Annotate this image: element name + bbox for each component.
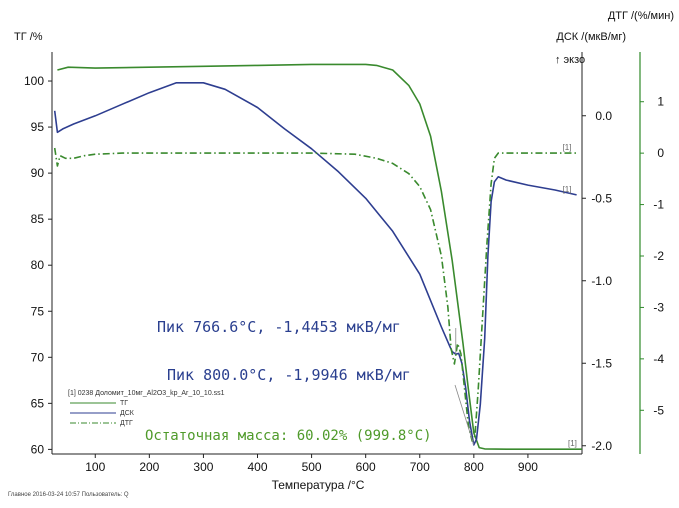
legend-label-tg: ТГ xyxy=(120,400,128,407)
right1-tick-label-0: 0.0 xyxy=(595,109,612,123)
right1-tick-label-2: -1.0 xyxy=(591,274,612,288)
series-layer: [1] [1] [1] xyxy=(53,63,582,450)
legend-label-dsc: ДСК xyxy=(120,410,135,417)
x-tick-label-500: 500 xyxy=(302,460,322,474)
left-tick-label-80: 80 xyxy=(31,258,45,272)
right2-tick-label-6: -5 xyxy=(653,403,664,417)
right2-tick-label-4: -3 xyxy=(653,300,664,314)
exo-label: ↑ экзо xyxy=(555,54,585,66)
annotation-leader-2 xyxy=(454,384,475,445)
series-end-mark-1: [1] xyxy=(563,185,572,194)
annotation-peak-2: Пик 800.0°C, -1,9946 мкВ/мг xyxy=(167,366,411,384)
right-axis-1-title: ДСК /(мкВ/мг) xyxy=(556,31,626,43)
series-line-2 xyxy=(53,147,577,442)
right1-tick-label-3: -1.5 xyxy=(591,356,612,370)
x-tick-label-900: 900 xyxy=(518,460,538,474)
left-tick-label-70: 70 xyxy=(31,350,45,364)
x-tick-label-400: 400 xyxy=(247,460,267,474)
right2-tick-label-0: 1 xyxy=(657,95,664,109)
left-axis-title: ТГ /% xyxy=(14,31,43,43)
right1-tick-label-1: -0.5 xyxy=(591,191,612,205)
right2-tick-label-2: -1 xyxy=(653,198,664,212)
x-axis-title: Температура /°С xyxy=(272,478,365,492)
left-tick-label-95: 95 xyxy=(31,120,45,134)
left-tick-label-100: 100 xyxy=(24,74,44,88)
legend: [1] 0238 Доломит_10мг_Al2O3_kp_Ar_10_10.… xyxy=(68,390,225,427)
x-tick-label-700: 700 xyxy=(410,460,430,474)
series-line-0 xyxy=(57,63,582,450)
x-tick-label-100: 100 xyxy=(85,460,105,474)
footer-text: Главное 2016-03-24 10:57 Пользователь: Q xyxy=(8,492,129,498)
left-tick-label-75: 75 xyxy=(31,304,45,318)
annotation-peak-1: Пик 766.6°C, -1,4453 мкВ/мг xyxy=(157,318,401,336)
annotations: Пик 766.6°C, -1,4453 мкВ/мг Пик 800.0°C, … xyxy=(145,318,475,445)
x-tick-label-200: 200 xyxy=(139,460,159,474)
axes xyxy=(48,52,644,458)
series-line-1 xyxy=(53,82,577,446)
right2-tick-label-1: 0 xyxy=(657,146,664,160)
right2-tick-label-3: -2 xyxy=(653,249,664,263)
legend-label-dtg: ДТГ xyxy=(120,420,133,427)
right1-tick-label-4: -2.0 xyxy=(591,439,612,453)
tick-labels: 100 200 300 400 500 600 700 800 9006065707580859… xyxy=(24,74,664,474)
x-tick-label-600: 600 xyxy=(356,460,376,474)
right-axis-2-title: ДТГ /(%/мин) xyxy=(608,10,674,22)
x-tick-label-800: 800 xyxy=(464,460,484,474)
right2-tick-label-5: -4 xyxy=(653,352,664,366)
left-tick-label-60: 60 xyxy=(31,442,45,456)
left-tick-label-90: 90 xyxy=(31,166,45,180)
left-tick-label-65: 65 xyxy=(31,396,45,410)
series-end-mark-2: [1] xyxy=(563,143,572,152)
x-tick-label-300: 300 xyxy=(193,460,213,474)
series-end-mark-0: [1] xyxy=(568,439,577,448)
annotation-residual-mass: Остаточная масса: 60.02% (999.8°C) xyxy=(145,428,432,444)
left-tick-label-85: 85 xyxy=(31,212,45,226)
legend-file: [1] 0238 Доломит_10мг_Al2O3_kp_Ar_10_10.… xyxy=(68,390,225,397)
